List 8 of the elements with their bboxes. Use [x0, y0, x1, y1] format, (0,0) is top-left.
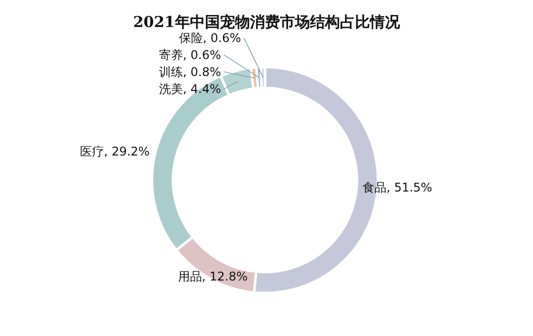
slice-label: 用品, 12.8% — [178, 270, 248, 284]
slice-label: 寄养, 0.6% — [158, 48, 221, 62]
slice-label: 训练, 0.8% — [158, 64, 221, 79]
chart-title: 2021年中国宠物消费市场结构占比情况 — [133, 13, 401, 31]
slice-label: 保险, 0.6% — [178, 30, 241, 45]
slice-label: 食品, 51.5% — [362, 180, 432, 194]
slice-label: 洗美, 4.4% — [158, 82, 221, 96]
slice-label: 医疗, 29.2% — [80, 144, 150, 159]
